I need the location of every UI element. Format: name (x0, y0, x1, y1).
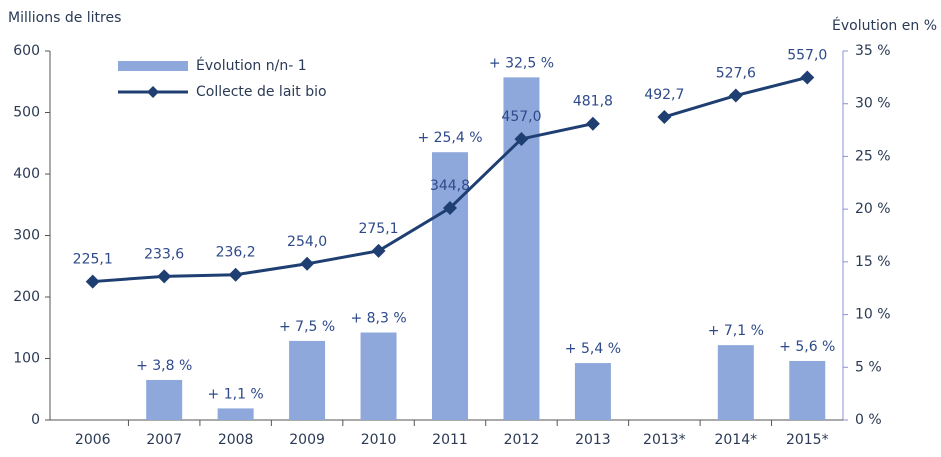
y-tick-label: 600 (13, 43, 40, 59)
x-tick-label: 2011 (432, 432, 468, 448)
x-tick-label: 2006 (75, 432, 111, 448)
y2-tick-label: 35 % (855, 43, 891, 59)
line-marker (443, 200, 457, 215)
y2-tick-label: 20 % (855, 201, 891, 217)
line-value-label: 254,0 (287, 234, 327, 250)
bar (789, 360, 826, 420)
y2-tick-label: 15 % (855, 254, 891, 270)
y-axis-label: Millions de litres (8, 10, 121, 26)
y-tick-label: 300 (13, 228, 40, 244)
bar (574, 363, 611, 420)
line-marker (85, 274, 100, 289)
x-tick-label: 2010 (361, 432, 397, 448)
line-value-label: 275,1 (358, 221, 398, 237)
y2-tick-label: 10 % (855, 307, 891, 323)
line-marker (157, 269, 172, 284)
line-marker (371, 243, 386, 258)
line-value-label: 557,0 (787, 47, 827, 63)
bar-value-label: + 1,1 % (208, 386, 264, 402)
bar-value-label: + 3,8 % (136, 358, 192, 374)
bar-value-label: + 7,5 % (279, 319, 335, 335)
y-tick-label: 0 (31, 412, 40, 428)
line-value-label: 233,6 (144, 246, 184, 262)
line-value-label: 236,2 (216, 245, 256, 261)
line-marker (585, 116, 600, 131)
line-marker (728, 88, 743, 103)
line-value-label: 527,6 (716, 66, 756, 82)
y2-axis-label: Évolution en % (832, 17, 937, 34)
y-tick-label: 200 (13, 289, 40, 305)
bar-value-label: + 25,4 % (417, 130, 482, 146)
bar (503, 77, 540, 420)
bar-value-label: + 5,6 % (779, 339, 835, 355)
x-tick-label: 2013* (643, 432, 686, 448)
y-tick-label: 400 (13, 166, 40, 182)
bar (360, 332, 397, 420)
y2-tick-label: 30 % (855, 96, 891, 112)
line-marker (228, 267, 243, 282)
x-tick-label: 2008 (218, 432, 254, 448)
y-tick-label: 500 (13, 105, 40, 121)
x-tick-label: 2015* (786, 432, 829, 448)
line-value-label: 481,8 (573, 94, 613, 110)
x-tick-label: 2009 (289, 432, 325, 448)
line-value-label: 344,8 (430, 178, 470, 194)
legend-label: Évolution n/n- 1 (196, 57, 307, 74)
line-value-label: 457,0 (501, 109, 541, 125)
line-value-label: 492,7 (644, 87, 684, 103)
legend-label: Collecte de lait bio (196, 84, 327, 100)
bar-value-label: + 7,1 % (708, 323, 764, 339)
bar (717, 345, 754, 420)
bar-value-label: + 8,3 % (350, 310, 406, 326)
x-tick-label: 2013 (575, 432, 611, 448)
line-marker (657, 109, 672, 124)
legend-marker (147, 86, 159, 98)
x-tick-label: 2012 (504, 432, 540, 448)
bar-value-label: + 5,4 % (565, 341, 621, 357)
legend-swatch (118, 61, 188, 71)
line-marker (800, 70, 815, 85)
bar (217, 408, 254, 420)
y2-tick-label: 5 % (855, 359, 882, 375)
y2-tick-label: 0 % (855, 412, 882, 428)
bar (146, 379, 183, 420)
bar (289, 340, 326, 420)
x-tick-label: 2014* (714, 432, 757, 448)
line-marker (514, 131, 529, 146)
y2-tick-label: 25 % (855, 148, 891, 164)
line-marker (300, 256, 315, 271)
line-value-label: 225,1 (73, 252, 113, 268)
bar-value-label: + 32,5 % (489, 55, 554, 71)
y-tick-label: 100 (13, 351, 40, 367)
x-tick-label: 2007 (146, 432, 182, 448)
